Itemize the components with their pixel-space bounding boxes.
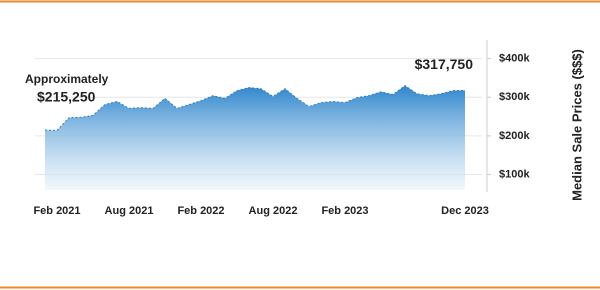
value-label: $215,250	[37, 89, 96, 105]
x-tick-label: Feb 2022	[177, 205, 224, 217]
y-tick-label: $100k	[499, 168, 530, 180]
x-tick-label: Dec 2023	[441, 205, 489, 217]
x-tick-label: Feb 2021	[33, 205, 80, 217]
annotation: Approximately	[25, 72, 109, 86]
line	[44, 85, 466, 131]
area	[45, 85, 465, 190]
value-label: $317,750	[415, 56, 474, 72]
x-tick-label: Feb 2023	[321, 205, 368, 217]
x-tick-label: Aug 2021	[105, 205, 154, 217]
x-tick-label: Aug 2022	[249, 205, 298, 217]
y-tick-label: $300k	[499, 91, 530, 103]
y-tick-label: $200k	[499, 130, 530, 142]
y-tick-label: $400k	[499, 52, 530, 64]
y-axis-title: Median Sale Prices ($$$)	[569, 49, 584, 201]
